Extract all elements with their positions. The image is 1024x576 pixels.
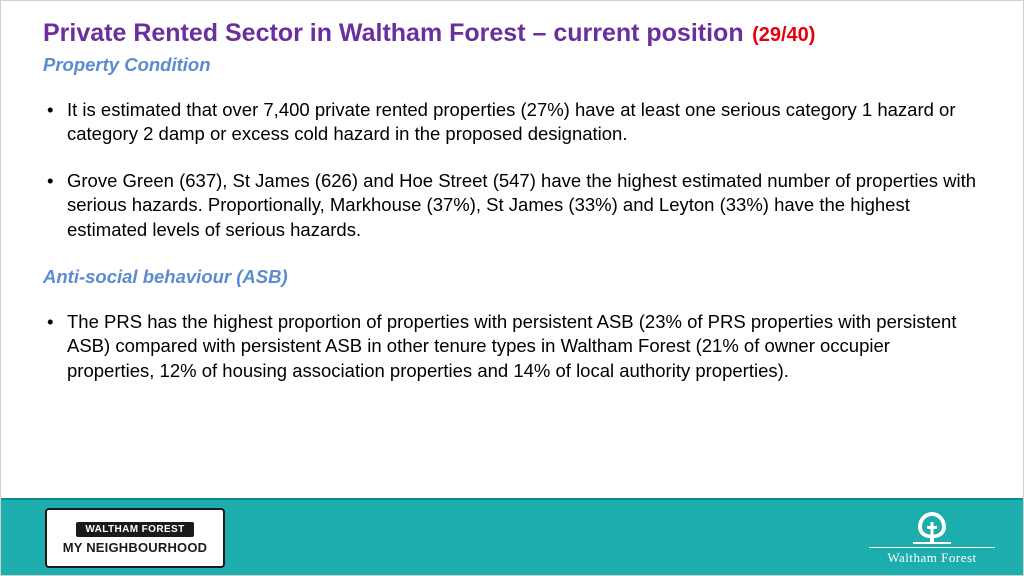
subheading-asb: Anti-social behaviour (ASB) bbox=[43, 266, 981, 288]
bullet-item: Grove Green (637), St James (626) and Ho… bbox=[43, 169, 981, 242]
slide: Private Rented Sector in Waltham Forest … bbox=[0, 0, 1024, 576]
logo-text: Waltham Forest bbox=[869, 547, 995, 566]
title-row: Private Rented Sector in Waltham Forest … bbox=[43, 19, 981, 48]
footer-bar: WALTHAM FOREST MY NEIGHBOURHOOD Waltham … bbox=[1, 498, 1023, 575]
subheading-property-condition: Property Condition bbox=[43, 54, 981, 76]
badge-bottom-label: MY NEIGHBOURHOOD bbox=[63, 540, 208, 555]
waltham-forest-logo: Waltham Forest bbox=[869, 509, 995, 566]
my-neighbourhood-badge: WALTHAM FOREST MY NEIGHBOURHOOD bbox=[45, 508, 225, 568]
badge-top-label: WALTHAM FOREST bbox=[76, 522, 193, 537]
tree-icon bbox=[907, 509, 957, 545]
bullet-list-1: It is estimated that over 7,400 private … bbox=[43, 98, 981, 242]
bullet-list-2: The PRS has the highest proportion of pr… bbox=[43, 310, 981, 383]
bullet-item: The PRS has the highest proportion of pr… bbox=[43, 310, 981, 383]
page-counter: (29/40) bbox=[752, 24, 815, 46]
slide-title: Private Rented Sector in Waltham Forest … bbox=[43, 19, 744, 47]
bullet-item: It is estimated that over 7,400 private … bbox=[43, 98, 981, 147]
slide-content: Private Rented Sector in Waltham Forest … bbox=[43, 19, 981, 407]
